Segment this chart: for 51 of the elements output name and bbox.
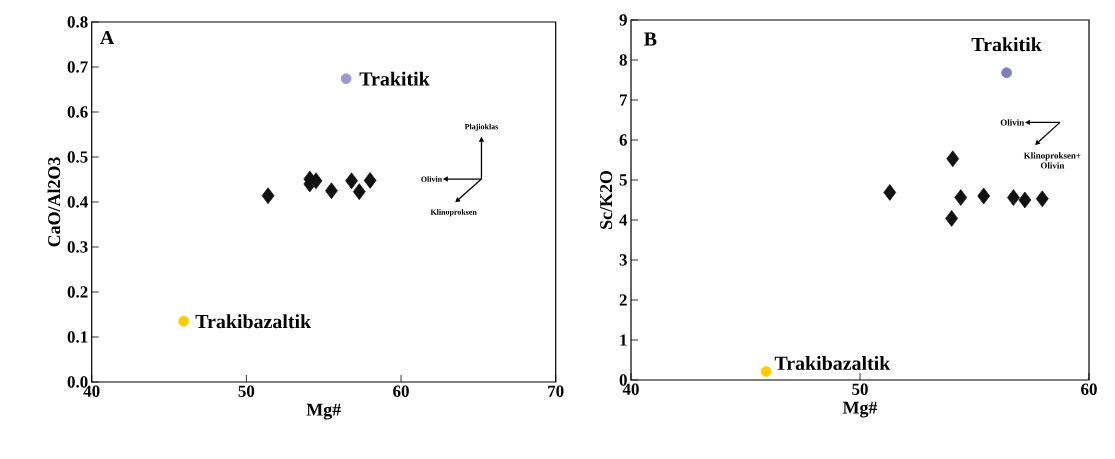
y-tick-label: 0.5 [67, 151, 88, 163]
point [345, 172, 358, 190]
series-label: Trakibazaltik [774, 356, 891, 371]
y-tick-label: 0.4 [67, 196, 88, 208]
annotation: Klinoproksen+ Olivin [1023, 152, 1081, 169]
y-tick-label: 0.3 [67, 241, 88, 253]
point [178, 315, 190, 327]
y-tick-label: 1 [620, 334, 627, 346]
point [883, 184, 897, 201]
y-axis-title: Sc/K2O [600, 170, 613, 229]
y-tick-label: 0.8 [67, 16, 88, 28]
x-tick-label: 70 [548, 385, 564, 397]
y-tick-label: 7 [619, 94, 628, 106]
y-tick-label: 0.7 [67, 61, 88, 73]
series-label: Trakibazaltik [195, 314, 312, 329]
point [977, 187, 991, 205]
point [352, 183, 366, 200]
y-tick-label: 8 [619, 54, 627, 66]
x-tick-label: 60 [393, 385, 409, 397]
annotation: B [644, 32, 657, 46]
series-label: Trakitik [971, 37, 1042, 52]
y-tick-label: 0.6 [67, 106, 88, 118]
point [1035, 190, 1049, 208]
x-tick-label: 50 [238, 385, 255, 397]
point [946, 150, 960, 168]
point [1018, 191, 1032, 209]
point [954, 189, 968, 206]
point [1001, 67, 1012, 79]
point [363, 172, 377, 189]
point [340, 73, 352, 85]
point [1007, 189, 1020, 206]
y-tick-label: 0.1 [67, 331, 88, 343]
y-tick-label: 9 [619, 14, 627, 26]
y-tick-label: 0.2 [67, 286, 88, 298]
x-axis-title: Mg# [842, 401, 878, 418]
series-label: Trakitik [359, 71, 430, 86]
y-tick-label: 2 [619, 294, 627, 306]
y-tick-label: 4 [619, 214, 628, 226]
x-tick-label: 60 [1081, 383, 1097, 395]
point [945, 210, 958, 227]
y-tick-label: 5 [619, 174, 627, 186]
x-axis-title: Mg# [306, 403, 341, 420]
annotation: Olivin [1000, 119, 1025, 126]
y-axis-title: CaO/Al2O3 [47, 157, 61, 247]
y-tick-label: 6 [619, 134, 627, 146]
annotation: A [100, 30, 115, 45]
point [760, 366, 772, 377]
x-tick-label: 50 [852, 383, 868, 395]
point [261, 187, 275, 205]
y-tick-label: 3 [619, 254, 627, 266]
point [325, 182, 338, 200]
